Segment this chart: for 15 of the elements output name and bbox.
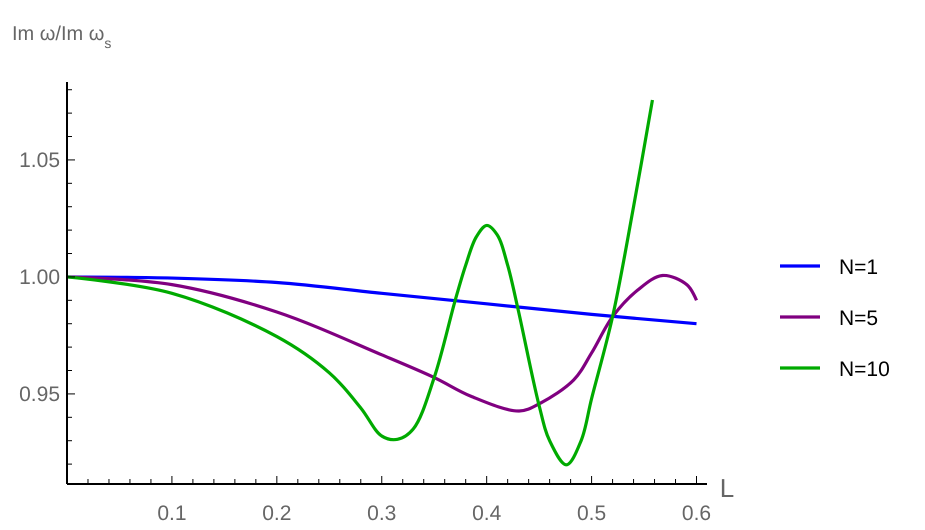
y-tick-label: 1.00 (19, 266, 60, 289)
legend-label: N=5 (839, 307, 878, 330)
x-tick-label: 0.3 (367, 502, 396, 525)
y-axis-title: Im ω/Im ω$_{s}$ (12, 23, 112, 51)
y-tick-label: 0.95 (19, 382, 60, 406)
y-tick-label: 1.05 (19, 148, 60, 172)
x-tick-label: 0.1 (157, 502, 187, 525)
x-tick-label: 0.5 (576, 502, 606, 525)
x-tick-label: 0.2 (262, 502, 292, 525)
x-axis-title: L (720, 473, 734, 503)
legend-label: N=10 (839, 358, 890, 381)
x-tick-label: 0.6 (682, 502, 712, 525)
x-tick-label: 0.4 (472, 502, 502, 525)
line-series (67, 98, 654, 466)
legend-label: N=1 (839, 256, 878, 279)
